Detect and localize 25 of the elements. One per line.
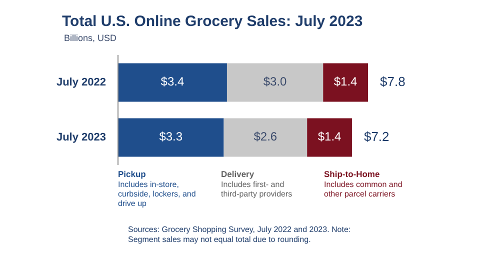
bar <box>224 118 308 157</box>
series-label: Pickup <box>118 169 146 179</box>
data-label: $1.4 <box>334 74 358 89</box>
series-label: Delivery <box>221 169 254 179</box>
bar <box>226 63 324 102</box>
data-label: $2.6 <box>254 130 278 144</box>
source-note: Sources: Grocery Shopping Survey, July 2022 and 2023. Note: Segment sales may not equal total due to rounding. <box>128 225 351 244</box>
chart-title: Total U.S. Online Grocery Sales: July 2023 <box>62 13 363 30</box>
bar <box>118 63 227 102</box>
bar <box>307 118 352 157</box>
total-label: $7.8 <box>380 74 406 89</box>
text: Includes common and other parcel carriers <box>324 180 402 198</box>
series-label: Ship-to-Home <box>324 169 380 179</box>
data-label: $3.3 <box>159 130 183 144</box>
text: Includes in-store, curbside, lockers, and drive up <box>118 180 196 208</box>
data-label: $3.4 <box>160 74 184 89</box>
y-tick-label: July 2023 <box>56 131 106 144</box>
text: Includes first- and third-party providers <box>221 180 292 198</box>
bar <box>118 118 224 157</box>
data-label: $3.0 <box>263 74 288 89</box>
chart-subtitle: Billions, USD <box>64 33 118 43</box>
data-label: $1.4 <box>318 130 342 144</box>
bar <box>323 63 368 102</box>
total-label: $7.2 <box>364 128 390 144</box>
y-tick-label: July 2022 <box>56 76 106 88</box>
